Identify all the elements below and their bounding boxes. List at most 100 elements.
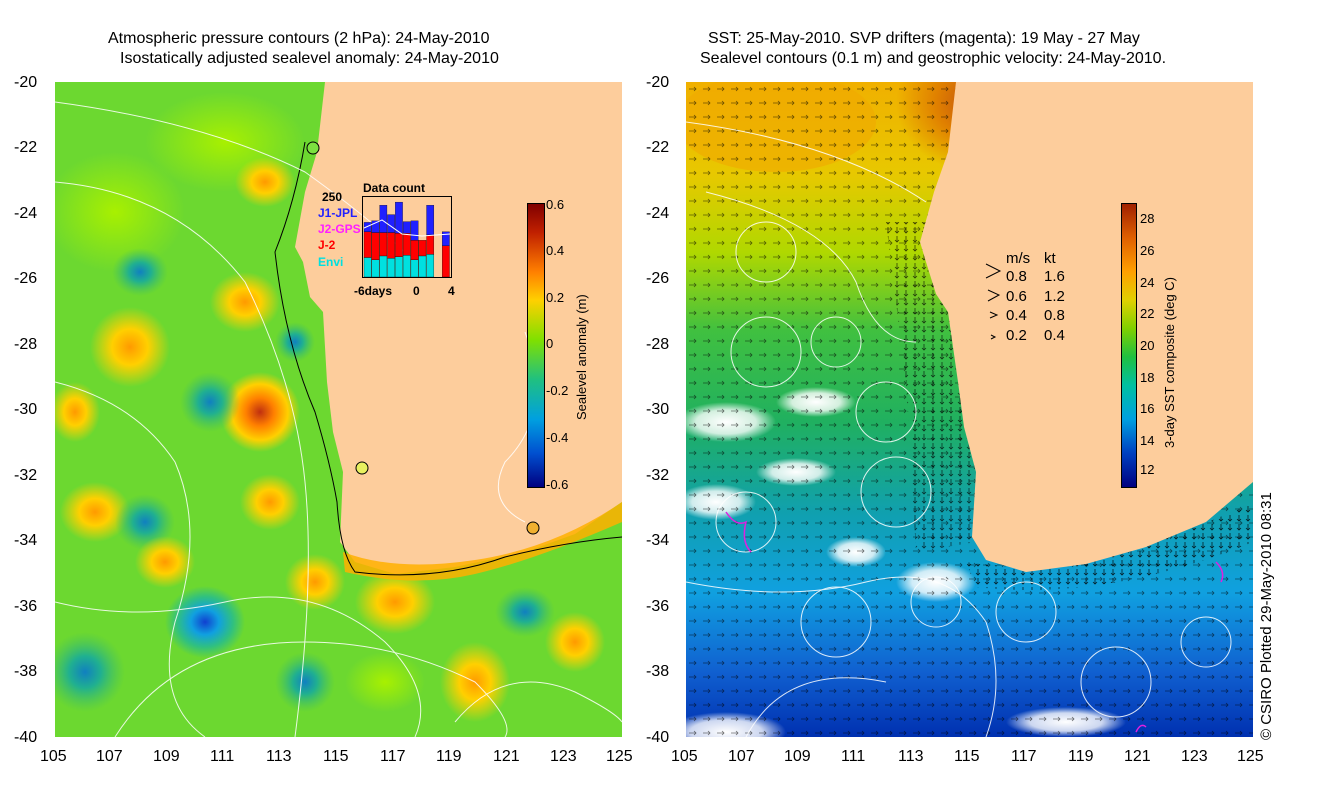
velocity-legend-kt: 1.2 (1044, 288, 1065, 305)
velocity-legend-ms: 0.2 (1006, 327, 1027, 344)
inset-bar-j2 (402, 233, 411, 256)
right-colorbar-tick: 20 (1140, 338, 1155, 353)
inset-legend-j2: J-2 (318, 238, 336, 252)
left-x-tick: 121 (493, 748, 520, 765)
inset-legend-j2gps: J2-GPS (318, 222, 361, 236)
velocity-legend-ms: 0.6 (1006, 288, 1027, 305)
left-colorbar-tick: 0.2 (546, 290, 565, 305)
left-y-tick: -26 (14, 270, 38, 287)
inset-bar-j2 (363, 231, 372, 258)
left-x-tick: 109 (153, 748, 180, 765)
tide-gauge-marker (355, 461, 369, 475)
left-x-tick: 119 (436, 748, 462, 765)
left-colorbar-label: Sealevel anomaly (m) (574, 294, 589, 420)
left-x-tick: 107 (96, 748, 123, 765)
left-y-tick: -36 (14, 598, 38, 615)
inset-x-label: 4 (448, 284, 455, 298)
left-y-tick: -30 (14, 401, 38, 418)
inset-bar-j1 (410, 220, 419, 241)
right-x-tick: 113 (898, 748, 924, 765)
right-title-line1: SST: 25-May-2010. SVP drifters (magenta)… (708, 30, 1140, 47)
left-colorbar-tick: -0.4 (546, 430, 569, 445)
right-y-tick: -38 (646, 663, 670, 680)
inset-bar-envi (371, 259, 380, 278)
inset-bar-j2 (410, 240, 419, 260)
velocity-legend-ms: 0.8 (1006, 268, 1027, 285)
inset-bar-envi (395, 256, 403, 278)
inset-bar-j1 (426, 205, 435, 236)
right-x-tick: 105 (671, 748, 698, 765)
right-x-tick: 111 (841, 748, 866, 765)
inset-bar-envi (418, 255, 427, 278)
right-x-tick: 109 (784, 748, 811, 765)
inset-bar-envi (402, 255, 411, 278)
velocity-legend-ms: 0.4 (1006, 307, 1027, 324)
right-colorbar-tick: 28 (1140, 211, 1155, 226)
right-y-tick: -26 (646, 270, 670, 287)
left-colorbar-tick: 0 (546, 336, 554, 351)
left-y-tick: -40 (14, 729, 38, 746)
inset-bar-envi (410, 259, 419, 278)
inset-bar-j1 (387, 214, 395, 233)
left-x-tick: 115 (323, 748, 349, 765)
inset-bar-j2 (379, 232, 388, 257)
inset-bar-j2 (418, 240, 427, 257)
inset-frame (362, 196, 452, 278)
copyright-note: © CSIRO Plotted 29-May-2010 08:31 (1258, 492, 1275, 740)
inset-bar-j2 (371, 232, 380, 260)
right-colorbar-strip (1121, 203, 1137, 488)
left-colorbar-strip (527, 203, 545, 488)
right-colorbar-tick: 16 (1140, 401, 1155, 416)
right-colorbar-tick: 24 (1140, 275, 1155, 290)
right-y-tick: -34 (646, 532, 670, 549)
left-y-tick: -22 (14, 139, 38, 156)
right-x-tick: 123 (1181, 748, 1208, 765)
right-y-tick: -28 (646, 336, 670, 353)
inset-title: Data count (363, 181, 426, 195)
velocity-legend-header-ms: m/s (1006, 250, 1031, 267)
right-map (686, 82, 1253, 737)
inset-bar-envi (363, 257, 372, 278)
inset-x-label: -6days (354, 284, 393, 298)
right-y-tick: -32 (646, 467, 670, 484)
tide-gauge-marker (526, 521, 540, 535)
inset-bar-j2 (442, 245, 450, 278)
right-title-line2: Sealevel contours (0.1 m) and geostrophi… (700, 50, 1167, 67)
inset-x-label: 0 (413, 284, 420, 298)
left-y-tick: -28 (14, 336, 38, 353)
left-colorbar-tick: 0.6 (546, 197, 565, 212)
velocity-legend-header-kt: kt (1044, 250, 1056, 267)
inset-bar-j1 (363, 222, 372, 232)
left-x-tick: 111 (210, 748, 235, 765)
inset-bar-j1 (402, 221, 411, 234)
left-x-tick: 123 (550, 748, 577, 765)
left-colorbar-tick: -0.6 (546, 477, 569, 492)
right-x-tick: 115 (954, 748, 980, 765)
right-colorbar-tick: 22 (1140, 306, 1155, 321)
inset-bar-j2 (395, 233, 403, 257)
right-colorbar-tick: 26 (1140, 243, 1155, 258)
left-y-tick: -32 (14, 467, 38, 484)
inset-bar-chart (362, 196, 452, 278)
inset-bar-j1 (395, 201, 403, 234)
inset-bar-envi (426, 254, 435, 278)
right-x-tick: 119 (1068, 748, 1094, 765)
right-y-tick: -24 (646, 205, 670, 222)
right-x-tick: 107 (728, 748, 755, 765)
left-y-tick: -20 (14, 74, 38, 91)
right-colorbar-label: 3-day SST composite (deg C) (1162, 277, 1177, 448)
inset-contour-line (363, 219, 451, 237)
velocity-legend-kt: 0.4 (1044, 327, 1065, 344)
left-x-tick: 105 (40, 748, 67, 765)
inset-bar-j2 (387, 232, 395, 259)
inset-bar-j1 (442, 231, 450, 246)
right-colorbar-tick: 14 (1140, 433, 1155, 448)
inset-legend-j1: J1-JPL (318, 206, 358, 220)
left-colorbar-tick: 0.4 (546, 243, 565, 258)
right-y-tick: -40 (646, 729, 670, 746)
left-title-line1: Atmospheric pressure contours (2 hPa): 2… (108, 30, 490, 47)
inset-bar-envi (387, 258, 395, 278)
inset-legend-envi: Envi (318, 255, 344, 269)
left-y-tick: -34 (14, 532, 38, 549)
left-y-tick: -24 (14, 205, 38, 222)
